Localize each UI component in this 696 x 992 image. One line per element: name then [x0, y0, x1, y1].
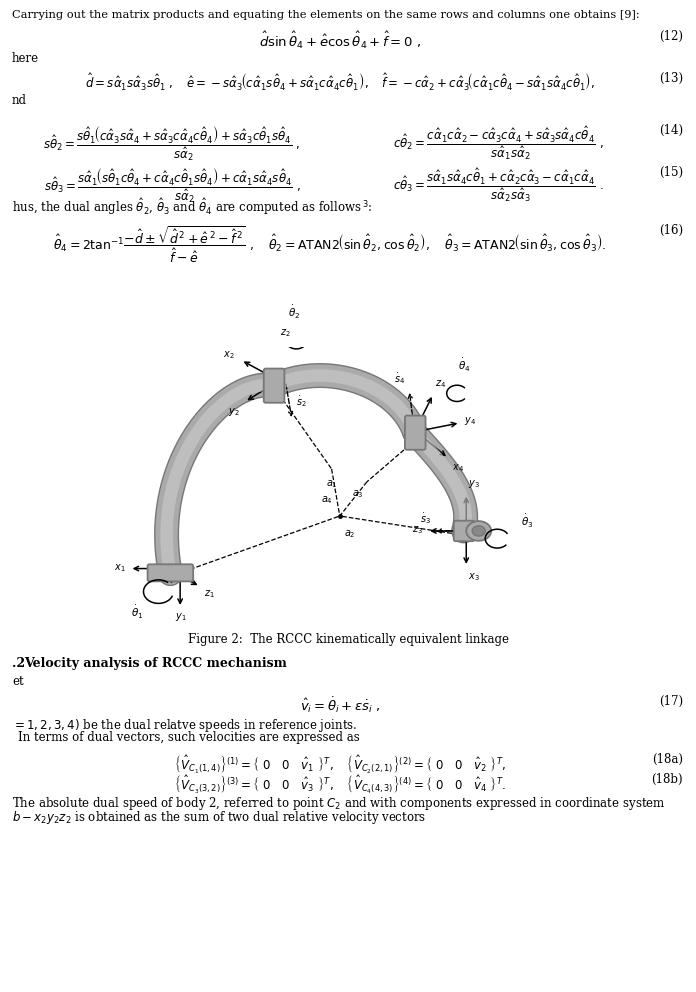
Text: $c\hat{\theta}_3 = \dfrac{s\hat{\alpha}_1 s\hat{\alpha}_4 c\hat{\theta}_1 + c\ha: $c\hat{\theta}_3 = \dfrac{s\hat{\alpha}_…	[393, 166, 603, 203]
Text: $\dot{\theta}_3$: $\dot{\theta}_3$	[521, 513, 533, 530]
Text: $z_4$: $z_4$	[435, 378, 446, 390]
Text: $\hat{v}_i = \dot{\theta}_i + \varepsilon\dot{s}_i\ ,$: $\hat{v}_i = \dot{\theta}_i + \varepsilo…	[299, 695, 381, 714]
FancyBboxPatch shape	[264, 369, 285, 403]
Text: $x_4$: $x_4$	[452, 461, 464, 473]
Text: here: here	[12, 52, 39, 65]
Text: $x_1$: $x_1$	[114, 561, 126, 573]
Text: $\left\{\hat{V}_{C_1(1,4)}\right\}^{(1)} = \left\{\ 0\quad 0\quad \hat{v}_1\ \ri: $\left\{\hat{V}_{C_1(1,4)}\right\}^{(1)}…	[174, 753, 506, 775]
Text: In terms of dual vectors, such velocities are expressed as: In terms of dual vectors, such velocitie…	[18, 731, 360, 744]
Text: $\hat{\theta}_4 = 2\tan^{-1}\!\dfrac{-\hat{d} \pm \sqrt{\hat{d}^{\,2} + \hat{e}^: $\hat{\theta}_4 = 2\tan^{-1}\!\dfrac{-\h…	[53, 224, 607, 265]
Text: nd: nd	[12, 94, 27, 107]
Text: $s\hat{\theta}_3 = \dfrac{s\hat{\alpha}_1\!\left(s\hat{\theta}_1 c\hat{\theta}_4: $s\hat{\theta}_3 = \dfrac{s\hat{\alpha}_…	[44, 166, 301, 204]
Text: $\dot{s}_3$: $\dot{s}_3$	[420, 511, 431, 526]
Text: $\dot{\theta}_4$: $\dot{\theta}_4$	[458, 357, 471, 374]
Text: The absolute dual speed of body 2, referred to point $C_2$ and with components e: The absolute dual speed of body 2, refer…	[12, 795, 665, 812]
Text: $\hat{d}\sin\hat{\theta}_4 + \hat{e}\cos\hat{\theta}_4 + \hat{f} = 0\ ,$: $\hat{d}\sin\hat{\theta}_4 + \hat{e}\cos…	[259, 30, 421, 52]
Text: $z_1$: $z_1$	[204, 588, 215, 600]
Text: $x_3$: $x_3$	[468, 571, 480, 583]
FancyBboxPatch shape	[405, 416, 425, 449]
Text: .2: .2	[12, 657, 25, 670]
Text: (18a): (18a)	[652, 753, 683, 766]
Text: $\dot{\theta}_2$: $\dot{\theta}_2$	[288, 304, 300, 320]
Text: $c\hat{\theta}_2 = \dfrac{c\hat{\alpha}_1 c\hat{\alpha}_2 - c\hat{\alpha}_3 c\ha: $c\hat{\theta}_2 = \dfrac{c\hat{\alpha}_…	[393, 124, 603, 162]
Text: $b - x_2y_2z_2$ is obtained as the sum of two dual relative velocity vectors: $b - x_2y_2z_2$ is obtained as the sum o…	[12, 808, 427, 826]
Text: $\dot{s}_4$: $\dot{s}_4$	[394, 371, 405, 386]
Text: $= 1, 2, 3, 4)$ be the dual relatve speeds in reference joints.: $= 1, 2, 3, 4)$ be the dual relatve spee…	[12, 717, 357, 734]
Text: $x_2$: $x_2$	[223, 349, 235, 361]
Circle shape	[472, 526, 485, 536]
Text: et: et	[12, 675, 24, 688]
FancyBboxPatch shape	[454, 521, 475, 542]
Text: (18b): (18b)	[651, 773, 683, 786]
Text: (15): (15)	[659, 166, 683, 179]
Text: (17): (17)	[659, 695, 683, 708]
Text: $y_3$: $y_3$	[468, 478, 480, 490]
FancyBboxPatch shape	[148, 564, 193, 581]
Text: $a_4$: $a_4$	[321, 494, 333, 506]
Text: $\hat{d} = s\hat{\alpha}_1 s\hat{\alpha}_3 s\hat{\theta}_1\ , \quad\hat{e} = -s\: $\hat{d} = s\hat{\alpha}_1 s\hat{\alpha}…	[85, 72, 595, 93]
Text: Figure 2:  The RCCC kinematically equivalent linkage: Figure 2: The RCCC kinematically equival…	[187, 633, 509, 646]
Text: $y_2$: $y_2$	[228, 406, 240, 419]
Text: Carrying out the matrix products and equating the elements on the same rows and : Carrying out the matrix products and equ…	[12, 10, 640, 20]
Text: (13): (13)	[659, 72, 683, 85]
Text: $z_2$: $z_2$	[280, 326, 291, 338]
Text: (14): (14)	[659, 124, 683, 137]
Text: hus, the dual angles $\hat{\theta}_2$, $\hat{\theta}_3$ and $\hat{\theta}_4$ are: hus, the dual angles $\hat{\theta}_2$, $…	[12, 196, 372, 217]
Circle shape	[466, 521, 491, 541]
Text: $z_3$: $z_3$	[413, 524, 423, 536]
Text: $s\hat{\theta}_2 = \dfrac{s\hat{\theta}_1\!\left(c\hat{\alpha}_3 s\hat{\alpha}_4: $s\hat{\theta}_2 = \dfrac{s\hat{\theta}_…	[43, 124, 301, 163]
Text: $y_4$: $y_4$	[464, 415, 475, 427]
Text: (16): (16)	[659, 224, 683, 237]
Text: $\left\{\hat{V}_{C_3(3,2)}\right\}^{(3)} = \left\{\ 0\quad 0\quad \hat{v}_3\ \ri: $\left\{\hat{V}_{C_3(3,2)}\right\}^{(3)}…	[174, 773, 506, 795]
Text: $a_3$: $a_3$	[351, 488, 363, 500]
Text: $y_1$: $y_1$	[175, 611, 187, 623]
Text: $\dot{\theta}_1$: $\dot{\theta}_1$	[131, 604, 143, 621]
Text: Velocity analysis of RCCC mechanism: Velocity analysis of RCCC mechanism	[24, 657, 287, 670]
Text: $\dot{s}_2$: $\dot{s}_2$	[296, 395, 307, 410]
Text: $a_1$: $a_1$	[326, 478, 338, 490]
Text: (12): (12)	[659, 30, 683, 43]
Text: $a_2$: $a_2$	[344, 528, 356, 540]
